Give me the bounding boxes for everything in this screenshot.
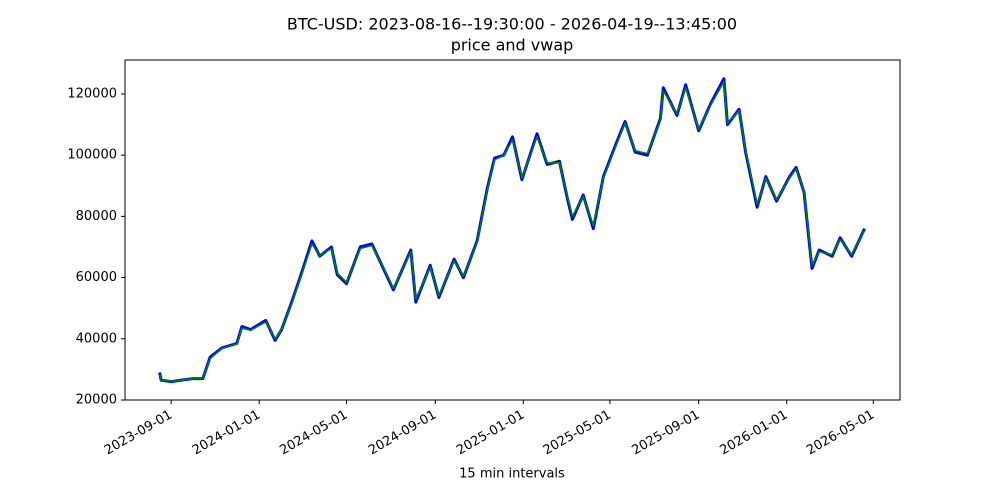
x-tick-label: 2026-05-01 (804, 408, 877, 459)
plot-frame (124, 59, 901, 401)
x-tick-label: 2024-01-01 (190, 408, 263, 459)
y-tick-label: 60000 (76, 270, 117, 285)
series-line (158, 77, 866, 384)
x-axis-label: 15 min intervals (459, 467, 565, 482)
series-line (158, 80, 866, 383)
chart-subtitle: price and vwap (451, 36, 574, 55)
y-tick-label: 20000 (76, 393, 117, 408)
chart-title: BTC-USD: 2023-08-16--19:30:00 - 2026-04-… (287, 15, 737, 34)
x-tick-label: 2025-09-01 (629, 408, 702, 459)
x-tick-label: 2023-09-01 (102, 408, 175, 459)
y-tick-label: 120000 (67, 86, 117, 101)
y-tick-label: 40000 (76, 331, 117, 346)
x-tick-label: 2025-05-01 (541, 408, 614, 459)
y-tick-label: 100000 (67, 148, 117, 163)
x-tick-label: 2024-05-01 (277, 408, 350, 459)
x-tick-label: 2025-01-01 (454, 408, 527, 459)
x-tick-label: 2024-09-01 (366, 408, 439, 459)
y-tick-label: 80000 (76, 209, 117, 224)
x-tick-label: 2026-01-01 (718, 408, 791, 459)
